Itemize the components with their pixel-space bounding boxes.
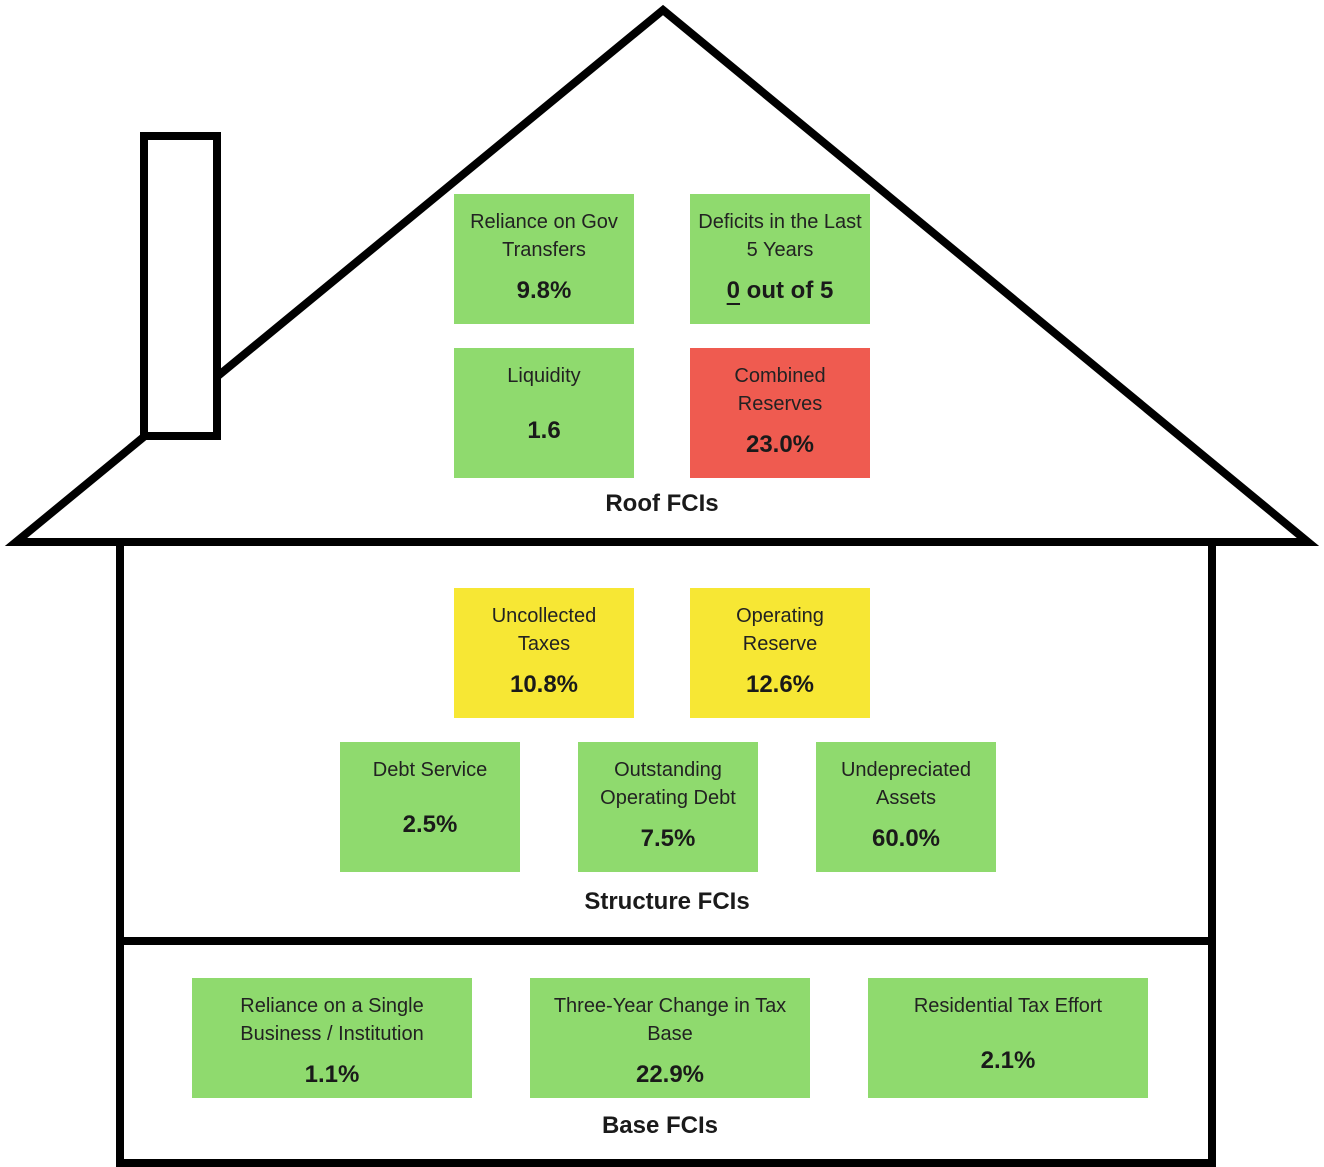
fci-value: 60.0%	[871, 825, 941, 852]
fci-card-combined-reserves: Combined Reserves 23.0%	[690, 348, 870, 478]
fci-label: Residential Tax Effort	[913, 995, 1103, 1017]
fci-card-deficits-last-5-years: Deficits in the Last 5 Years 0 out of 5	[690, 194, 870, 324]
fci-value: 9.8%	[516, 277, 572, 304]
base-section-title: Base FCIs	[601, 1112, 719, 1139]
fci-card-operating-reserve: Operating Reserve 12.6%	[690, 588, 870, 718]
fci-label: Deficits in the Last 5 Years	[698, 211, 862, 261]
fci-label: Liquidity	[507, 365, 581, 387]
fci-label: Debt Service	[372, 759, 488, 781]
fci-value: 0 out of 5	[727, 277, 834, 305]
fci-label: Reliance on Gov Transfers	[470, 211, 618, 261]
fci-label: Three-Year Change in Tax Base	[553, 995, 787, 1045]
fci-label: Outstanding Operating Debt	[600, 759, 736, 809]
fci-value: 23.0%	[745, 431, 815, 458]
fci-card-outstanding-operating-debt: Outstanding Operating Debt 7.5%	[578, 742, 758, 872]
fci-card-residential-tax-effort: Residential Tax Effort 2.1%	[868, 978, 1148, 1098]
fci-value: 2.5%	[402, 811, 458, 838]
fci-value: 7.5%	[640, 825, 696, 852]
fci-value: 1.6	[527, 417, 561, 444]
fci-label: Reliance on a Single Business / Institut…	[240, 995, 424, 1045]
fci-value: 2.1%	[980, 1047, 1036, 1074]
structure-section-title: Structure FCIs	[584, 888, 750, 915]
fci-card-reliance-on-single-business: Reliance on a Single Business / Institut…	[192, 978, 472, 1098]
fci-label: Undepreciated Assets	[840, 759, 972, 809]
deficit-count-suffix: out of 5	[740, 277, 834, 304]
fci-value: 12.6%	[745, 671, 815, 698]
fci-card-liquidity: Liquidity 1.6	[454, 348, 634, 478]
fci-value: 22.9%	[635, 1061, 705, 1088]
fci-label: Operating Reserve	[736, 605, 824, 655]
fci-value: 10.8%	[509, 671, 579, 698]
fci-card-three-year-change-tax-base: Three-Year Change in Tax Base 22.9%	[530, 978, 810, 1098]
fci-label: Combined Reserves	[734, 365, 826, 415]
fci-label: Uncollected Taxes	[491, 605, 597, 655]
fci-card-debt-service: Debt Service 2.5%	[340, 742, 520, 872]
fci-card-undepreciated-assets: Undepreciated Assets 60.0%	[816, 742, 996, 872]
fci-value: 1.1%	[304, 1061, 360, 1088]
fci-card-uncollected-taxes: Uncollected Taxes 10.8%	[454, 588, 634, 718]
fci-card-reliance-on-gov-transfers: Reliance on Gov Transfers 9.8%	[454, 194, 634, 324]
deficit-count: 0	[726, 277, 741, 304]
chimney-outline	[140, 132, 221, 440]
roof-outline	[4, 4, 1320, 546]
roof-section-title: Roof FCIs	[605, 490, 719, 517]
